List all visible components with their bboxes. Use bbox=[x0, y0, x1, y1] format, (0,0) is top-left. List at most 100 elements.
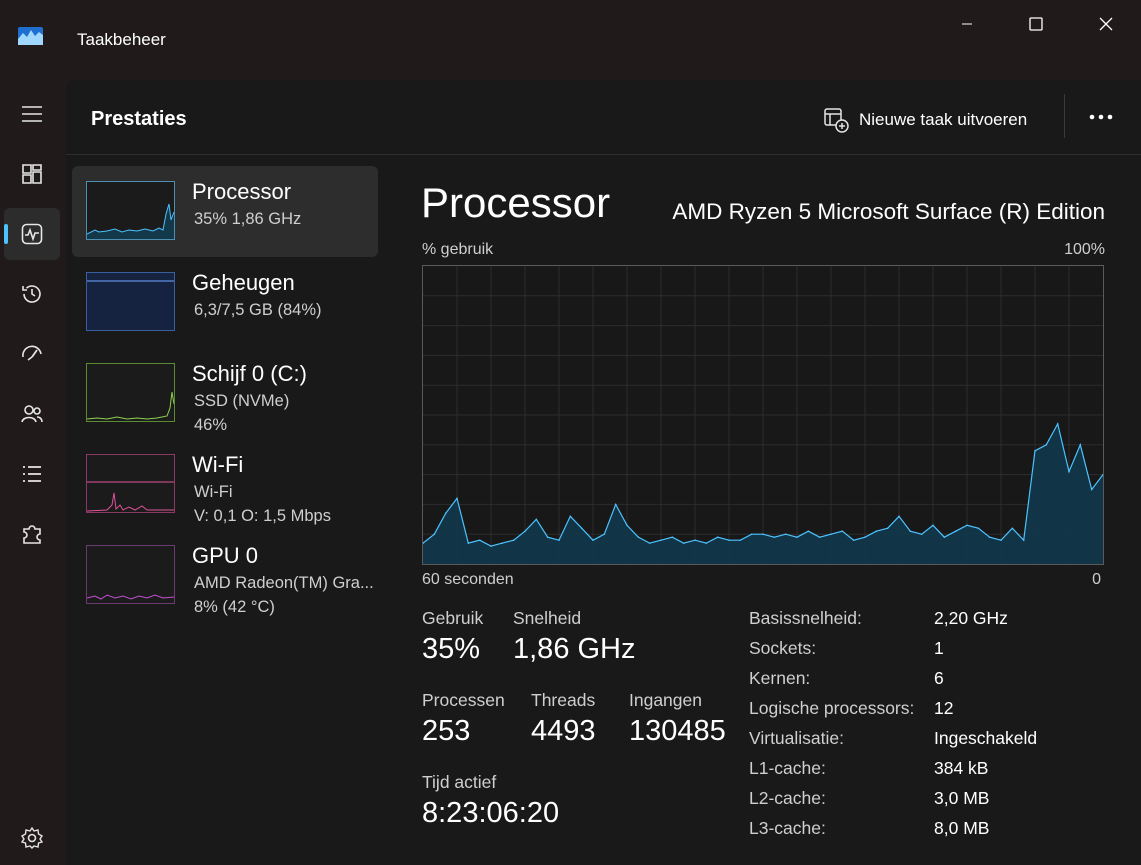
cpu-data-point bbox=[841, 530, 844, 533]
cpu-data-point bbox=[875, 530, 878, 533]
hamburger-menu-icon bbox=[22, 106, 42, 122]
resource-sub: 6,3/7,5 GB (84%) bbox=[194, 301, 322, 319]
nav-users[interactable] bbox=[4, 388, 60, 440]
nav-processes[interactable] bbox=[4, 148, 60, 200]
cpu-data-point bbox=[422, 542, 424, 544]
cpu-data-point bbox=[852, 539, 855, 541]
cpu-data-point bbox=[444, 512, 447, 515]
nav-services[interactable] bbox=[4, 508, 60, 560]
details-list-icon bbox=[23, 466, 41, 482]
spec-key: L3-cache: bbox=[749, 818, 826, 838]
cpu-data-point bbox=[796, 536, 798, 538]
cpu-data-point bbox=[716, 536, 719, 538]
speed-label: Snelheid bbox=[513, 608, 582, 628]
cpu-data-point bbox=[1034, 449, 1036, 452]
nav-startup[interactable] bbox=[4, 328, 60, 380]
resource-item-gpu[interactable]: GPU 0 AMD Radeon(TM) Gra... 8% (42 °C) bbox=[72, 530, 378, 621]
disk-sparkline bbox=[87, 391, 174, 420]
cpu-data-point bbox=[830, 533, 832, 535]
startup-apps-icon bbox=[22, 345, 42, 361]
disk-mini-graph bbox=[86, 363, 175, 422]
page-header: Prestaties Nieuwe taak uitvoeren bbox=[66, 80, 1141, 155]
nav-settings[interactable] bbox=[4, 812, 60, 864]
maximize-icon bbox=[1029, 17, 1043, 31]
gpu-sparkline bbox=[87, 594, 174, 600]
cpu-data-point bbox=[1056, 423, 1059, 425]
uptime-value: 8:23:06:20 bbox=[422, 797, 560, 829]
processor-sparkline bbox=[87, 203, 174, 239]
cpu-data-point bbox=[739, 539, 742, 541]
resource-item-processor[interactable]: Processor 35% 1,86 GHz bbox=[72, 166, 378, 257]
cpu-data-point bbox=[660, 539, 662, 541]
more-dots-icon bbox=[1089, 114, 1113, 120]
graph-zero-label: 0 bbox=[1092, 571, 1101, 588]
services-puzzle-icon bbox=[23, 525, 41, 544]
cpu-data-point bbox=[1000, 539, 1002, 541]
cpu-data-point bbox=[909, 530, 912, 533]
wifi-sparkline bbox=[87, 481, 174, 512]
graph-y-label: % gebruik bbox=[422, 241, 494, 258]
cpu-data-point bbox=[569, 515, 572, 518]
app-history-icon bbox=[22, 285, 41, 303]
content-pane: Prestaties Nieuwe taak uitvoeren Proc bbox=[66, 80, 1141, 865]
new-task-button[interactable]: Nieuwe taak uitvoeren bbox=[823, 104, 1027, 136]
more-options-button[interactable] bbox=[1086, 102, 1116, 132]
cpu-data-point bbox=[705, 542, 708, 544]
minimize-icon bbox=[962, 23, 972, 25]
spec-value: 384 kB bbox=[934, 758, 989, 778]
header-divider bbox=[1064, 94, 1065, 138]
cpu-data-point bbox=[1011, 527, 1014, 530]
cpu-data-point bbox=[580, 527, 583, 530]
resource-item-memory[interactable]: Geheugen 6,3/7,5 GB (84%) bbox=[72, 257, 378, 348]
cpu-data-point bbox=[524, 530, 526, 533]
resource-sub-2: 46% bbox=[194, 416, 228, 434]
spec-value: 2,20 GHz bbox=[934, 608, 1008, 628]
navigation-rail bbox=[0, 80, 66, 865]
cpu-model: AMD Ryzen 5 Microsoft Surface (R) Editio… bbox=[672, 199, 1105, 224]
maximize-button[interactable] bbox=[1011, 10, 1061, 38]
new-task-icon bbox=[824, 108, 849, 133]
memory-sparkline bbox=[87, 280, 174, 282]
close-icon bbox=[1099, 17, 1113, 31]
cpu-data-point bbox=[773, 536, 776, 538]
cpu-data-point bbox=[467, 542, 470, 544]
spec-value: 6 bbox=[934, 668, 944, 688]
resource-name: Processor bbox=[192, 179, 292, 204]
task-manager-logo-icon bbox=[18, 27, 43, 45]
cpu-data-point bbox=[682, 542, 685, 544]
processor-mini-graph bbox=[86, 181, 175, 240]
handles-value: 130485 bbox=[629, 715, 726, 747]
cpu-data-point bbox=[954, 530, 957, 533]
cpu-data-point bbox=[501, 542, 504, 544]
close-button[interactable] bbox=[1081, 10, 1131, 38]
spec-value: 12 bbox=[934, 698, 954, 718]
cpu-data-point bbox=[671, 536, 674, 538]
resource-sub-2: 8% (42 °C) bbox=[194, 598, 275, 616]
page-title: Prestaties bbox=[91, 108, 187, 130]
graph-time-label: 60 seconden bbox=[422, 571, 514, 588]
resource-item-disk[interactable]: Schijf 0 (C:) SSD (NVMe) 46% bbox=[72, 348, 378, 439]
resource-name: Geheugen bbox=[192, 270, 295, 295]
threads-label: Threads bbox=[531, 690, 596, 710]
gpu-mini-graph bbox=[86, 545, 175, 604]
wifi-mini-graph bbox=[86, 454, 175, 513]
cpu-data-point bbox=[728, 539, 730, 541]
active-indicator bbox=[4, 224, 8, 244]
resource-item-wifi[interactable]: Wi-Fi Wi-Fi V: 0,1 O: 1,5 Mbps bbox=[72, 439, 378, 530]
spec-value: 1 bbox=[934, 638, 944, 658]
cpu-data-point bbox=[592, 539, 594, 541]
cpu-data-point bbox=[784, 533, 787, 535]
cpu-data-point bbox=[456, 497, 458, 500]
spec-value: 3,0 MB bbox=[934, 788, 990, 808]
cpu-data-point bbox=[1045, 444, 1048, 446]
nav-performance[interactable] bbox=[4, 208, 60, 260]
nav-menu-button[interactable] bbox=[4, 88, 60, 140]
spec-value: 8,0 MB bbox=[934, 818, 990, 838]
cpu-data-point bbox=[966, 524, 968, 527]
resource-name: Wi-Fi bbox=[192, 452, 244, 477]
graph-max-label: 100% bbox=[1064, 241, 1105, 258]
nav-details[interactable] bbox=[4, 448, 60, 500]
minimize-button[interactable] bbox=[942, 10, 992, 38]
nav-app-history[interactable] bbox=[4, 268, 60, 320]
cpu-data-point bbox=[762, 533, 764, 535]
